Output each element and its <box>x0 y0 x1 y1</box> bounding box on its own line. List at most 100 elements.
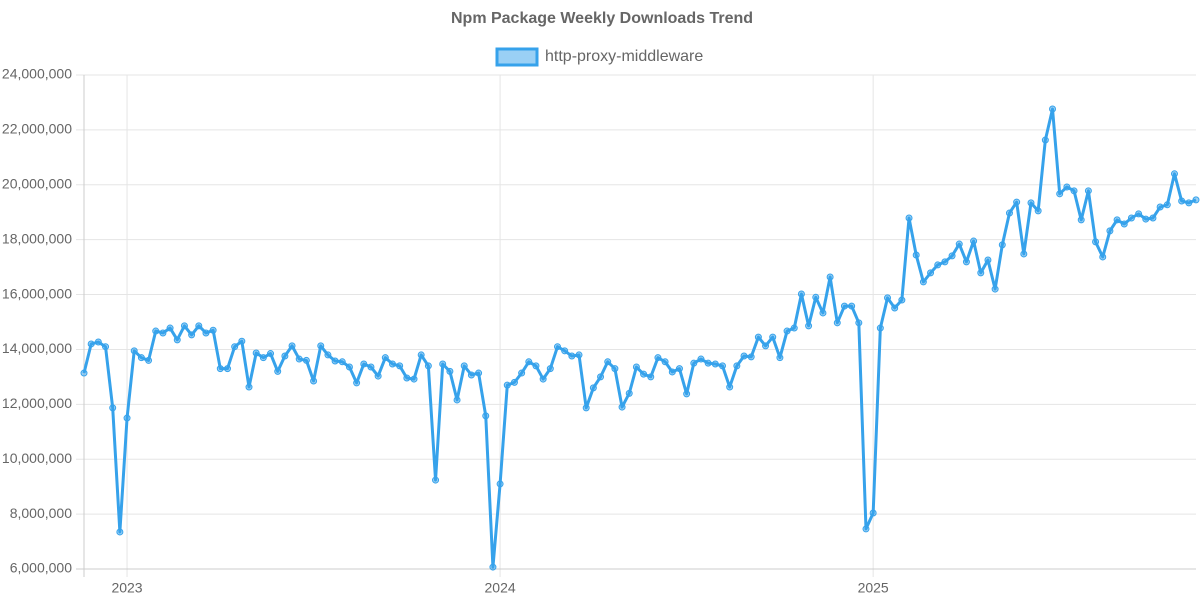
point <box>489 563 497 571</box>
legend-swatch <box>495 47 539 67</box>
point <box>740 352 748 360</box>
point <box>439 360 447 368</box>
point <box>288 342 296 350</box>
point <box>216 365 224 373</box>
point <box>324 351 332 359</box>
point <box>360 360 368 368</box>
point <box>374 372 382 380</box>
point <box>1135 210 1143 218</box>
point <box>941 258 949 266</box>
point <box>1163 201 1171 209</box>
point <box>1041 136 1049 144</box>
point <box>1185 199 1193 207</box>
point <box>274 367 282 375</box>
point <box>876 324 884 332</box>
point <box>1020 250 1028 258</box>
point <box>195 322 203 330</box>
point <box>1034 207 1042 215</box>
point <box>281 352 289 360</box>
point <box>1156 203 1164 211</box>
point <box>1092 238 1100 246</box>
point <box>1063 183 1071 191</box>
point <box>719 362 727 370</box>
point <box>934 261 942 269</box>
point <box>675 365 683 373</box>
point <box>582 404 590 412</box>
point <box>690 359 698 367</box>
point <box>1127 214 1135 222</box>
point <box>833 319 841 327</box>
point <box>661 358 669 366</box>
point <box>790 324 798 332</box>
point <box>1084 187 1092 195</box>
point <box>267 350 275 358</box>
point <box>962 258 970 266</box>
point <box>1120 220 1128 228</box>
point <box>116 528 124 536</box>
point <box>754 333 762 341</box>
point <box>1056 190 1064 198</box>
point <box>898 296 906 304</box>
point <box>223 365 231 373</box>
point <box>310 377 318 385</box>
point <box>805 322 813 330</box>
point <box>891 304 899 312</box>
point <box>388 360 396 368</box>
point <box>683 390 691 398</box>
point <box>654 354 662 362</box>
point <box>884 294 892 302</box>
y-tick-label: 16,000,000 <box>2 285 72 301</box>
point <box>159 329 167 337</box>
x-tick-label: 2024 <box>485 580 516 596</box>
y-tick-label: 14,000,000 <box>2 340 72 356</box>
point <box>424 362 432 370</box>
point <box>611 365 619 373</box>
point <box>1049 105 1057 113</box>
point <box>912 251 920 259</box>
point <box>180 322 188 330</box>
point <box>762 342 770 350</box>
y-tick-label: 20,000,000 <box>2 175 72 191</box>
point <box>826 273 834 281</box>
point <box>345 363 353 371</box>
point <box>446 367 454 375</box>
point <box>776 354 784 362</box>
point <box>840 302 848 310</box>
y-tick-label: 8,000,000 <box>10 505 72 521</box>
point <box>769 333 777 341</box>
point <box>869 509 877 517</box>
chart-title: Npm Package Weekly Downloads Trend <box>451 10 753 27</box>
point <box>302 356 310 364</box>
point <box>726 383 734 391</box>
point <box>955 240 963 248</box>
point <box>525 358 533 366</box>
y-tick-label: 18,000,000 <box>2 230 72 246</box>
point <box>202 329 210 337</box>
point <box>396 362 404 370</box>
point <box>1070 187 1078 195</box>
point <box>848 302 856 310</box>
point <box>991 285 999 293</box>
point <box>209 326 217 334</box>
point <box>460 362 468 370</box>
point <box>417 351 425 359</box>
point <box>783 327 791 335</box>
point <box>87 340 95 348</box>
point <box>1106 227 1114 235</box>
point <box>1170 170 1178 178</box>
point <box>238 337 246 345</box>
x-tick-label: 2025 <box>858 580 889 596</box>
point <box>1099 253 1107 261</box>
point <box>152 327 160 335</box>
point <box>575 351 583 359</box>
point <box>252 349 260 357</box>
point <box>589 384 597 392</box>
point <box>1178 197 1186 205</box>
point <box>109 404 117 412</box>
point <box>970 237 978 245</box>
point <box>432 476 440 484</box>
point <box>102 343 110 351</box>
x-tick-label: 2023 <box>111 580 142 596</box>
point <box>353 379 361 387</box>
